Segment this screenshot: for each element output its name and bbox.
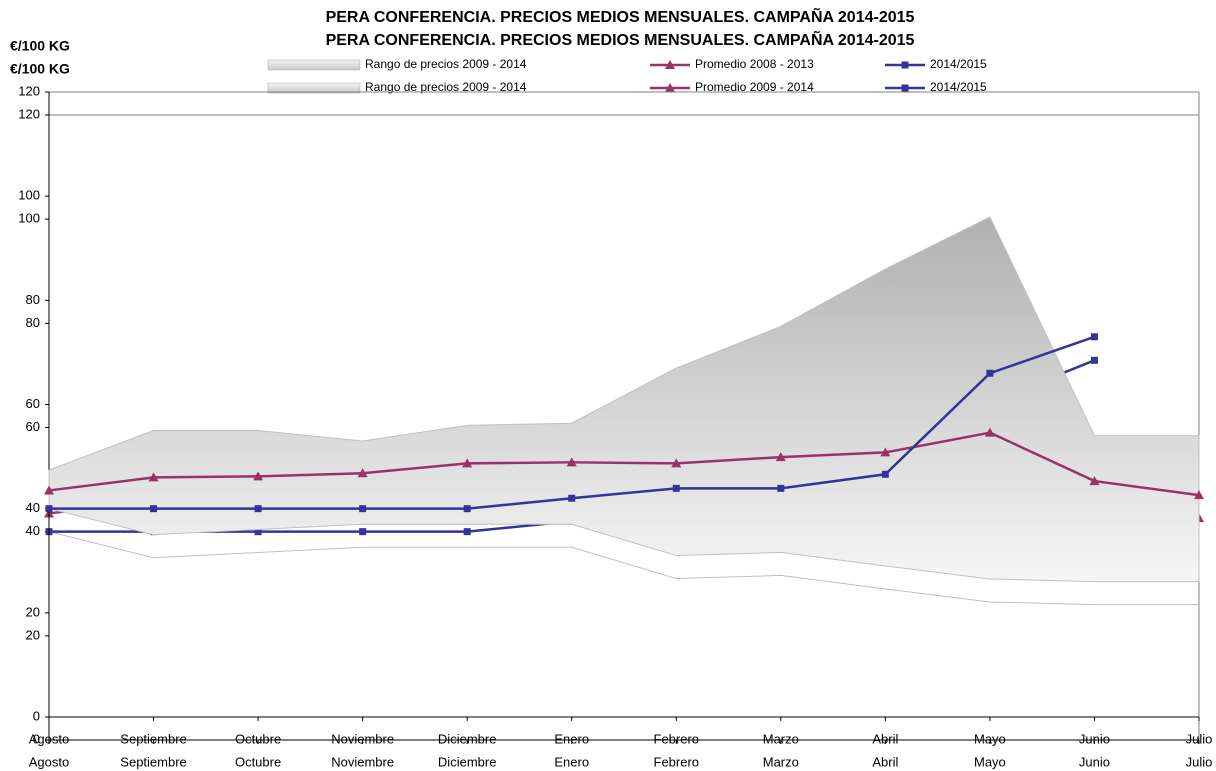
marker xyxy=(901,84,909,92)
x-tick-label: Noviembre xyxy=(331,731,394,746)
legend-label: 2014/2015 xyxy=(930,57,987,71)
y-tick-label: 0 xyxy=(33,708,40,723)
x-tick-label: Mayo xyxy=(974,731,1006,746)
x-tick-label: Junio xyxy=(1079,731,1110,746)
legend-swatch xyxy=(267,82,361,94)
y-tick-label: 40 xyxy=(26,523,40,538)
marker xyxy=(253,471,264,481)
x-tick-label: Febrero xyxy=(654,754,700,769)
x-tick-label: Diciembre xyxy=(438,754,497,769)
x-tick-label: Agosto xyxy=(29,754,69,769)
x-tick-label: Octubre xyxy=(235,731,281,746)
marker xyxy=(1089,476,1100,486)
y-tick-label: 120 xyxy=(18,106,40,121)
marker xyxy=(359,528,367,536)
x-tick-label: Junio xyxy=(1079,754,1110,769)
marker xyxy=(357,468,368,478)
x-tick-label: Mayo xyxy=(974,754,1006,769)
range-area xyxy=(48,216,1200,583)
y-axis-label: €/100 KG xyxy=(10,38,70,54)
marker xyxy=(463,528,471,536)
chart-title: PERA CONFERENCIA. PRECIOS MEDIOS MENSUAL… xyxy=(326,6,915,26)
marker xyxy=(150,505,158,513)
marker xyxy=(1090,356,1098,364)
marker xyxy=(1194,490,1204,500)
y-tick-label: 20 xyxy=(26,627,40,642)
x-tick-label: Julio xyxy=(1186,731,1213,746)
y-tick-label: 80 xyxy=(26,315,40,330)
x-tick-label: Enero xyxy=(554,754,589,769)
x-tick-label: Septiembre xyxy=(120,731,186,746)
x-tick-label: Octubre xyxy=(235,754,281,769)
x-tick-label: Diciembre xyxy=(438,731,497,746)
marker xyxy=(880,447,891,457)
legend-label: Rango de precios 2009 - 2014 xyxy=(365,57,527,71)
marker xyxy=(672,484,680,492)
x-tick-label: Enero xyxy=(554,731,589,746)
y-tick-label: 20 xyxy=(26,604,40,619)
marker xyxy=(665,60,675,69)
chart-title: PERA CONFERENCIA. PRECIOS MEDIOS MENSUAL… xyxy=(326,29,915,49)
x-tick-label: Noviembre xyxy=(331,754,394,769)
x-tick-label: Marzo xyxy=(763,731,799,746)
marker xyxy=(777,484,785,492)
x-tick-label: Marzo xyxy=(763,754,799,769)
legend-label: Promedio 2008 - 2013 xyxy=(695,57,814,71)
y-axis-label: €/100 KG xyxy=(10,61,70,77)
y-tick-label: 60 xyxy=(26,419,40,434)
y-tick-label: 100 xyxy=(18,211,40,226)
marker xyxy=(568,494,576,502)
marker xyxy=(148,472,159,482)
marker xyxy=(1090,333,1098,341)
x-tick-label: Abril xyxy=(872,754,898,769)
y-tick-label: 40 xyxy=(26,500,40,515)
y-tick-label: 0 xyxy=(33,731,40,746)
marker xyxy=(986,369,994,377)
marker xyxy=(901,61,909,69)
marker xyxy=(44,485,54,495)
x-tick-label: Abril xyxy=(872,731,898,746)
y-tick-label: 120 xyxy=(18,83,40,98)
y-tick-label: 60 xyxy=(26,396,40,411)
y-tick-label: 80 xyxy=(26,292,40,307)
marker xyxy=(881,470,889,478)
legend-swatch xyxy=(267,59,361,71)
marker xyxy=(566,457,577,467)
y-tick-label: 100 xyxy=(18,188,40,203)
marker xyxy=(254,528,262,536)
marker xyxy=(984,427,995,437)
legend-label: 2014/2015 xyxy=(930,80,987,94)
marker xyxy=(45,505,53,513)
legend-label: Promedio 2009 - 2014 xyxy=(695,80,814,94)
legend-label: Rango de precios 2009 - 2014 xyxy=(365,80,527,94)
x-tick-label: Febrero xyxy=(654,731,700,746)
marker xyxy=(254,505,262,513)
marker xyxy=(665,83,675,92)
marker xyxy=(359,505,367,513)
marker xyxy=(462,458,473,468)
marker xyxy=(463,505,471,513)
x-tick-label: Julio xyxy=(1186,754,1213,769)
marker xyxy=(775,452,786,462)
x-tick-label: Septiembre xyxy=(120,754,186,769)
marker xyxy=(671,458,682,468)
series-line xyxy=(48,431,1200,497)
x-tick-label: Agosto xyxy=(29,731,69,746)
